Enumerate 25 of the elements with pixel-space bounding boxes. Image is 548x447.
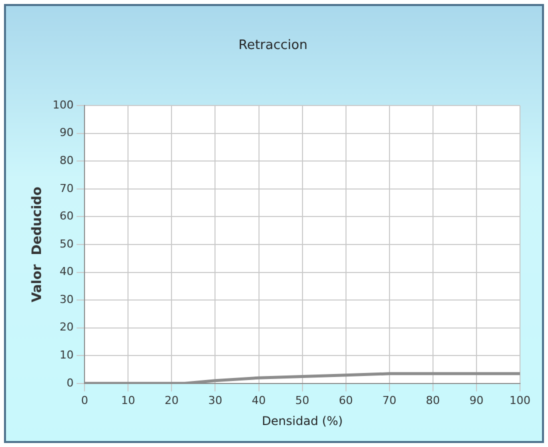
- y-tick-label: 40: [60, 265, 74, 278]
- y-tick-label: 60: [60, 210, 74, 223]
- y-tick-label: 70: [60, 182, 74, 195]
- x-axis-title: Densidad (%): [262, 414, 343, 428]
- x-tick-label: 10: [121, 394, 136, 407]
- x-tick-label: 60: [338, 394, 353, 407]
- x-tick-label: 80: [426, 394, 440, 407]
- y-tick-label: 80: [60, 154, 74, 168]
- x-tick-label: 50: [295, 394, 310, 407]
- x-tick-label: 40: [252, 394, 266, 407]
- y-tick-label: 100: [52, 98, 74, 112]
- y-tick-label: 30: [60, 292, 74, 306]
- y-tick-label: 10: [60, 348, 74, 362]
- y-axis-title: Valor Deducido: [30, 186, 46, 302]
- x-tick-label: 20: [164, 394, 179, 407]
- y-tick-label: 20: [60, 320, 74, 334]
- y-tick-label: 90: [60, 126, 74, 140]
- chart-title: Retraccion: [238, 38, 308, 54]
- x-tick-label: 70: [382, 394, 396, 407]
- x-tick-label: 30: [208, 394, 222, 407]
- x-tick-label: 100: [510, 394, 530, 407]
- x-tick-label: 90: [469, 394, 484, 407]
- y-tick-label: 0: [66, 376, 74, 390]
- x-tick-label: 0: [81, 394, 88, 407]
- y-tick-label: 50: [60, 237, 74, 250]
